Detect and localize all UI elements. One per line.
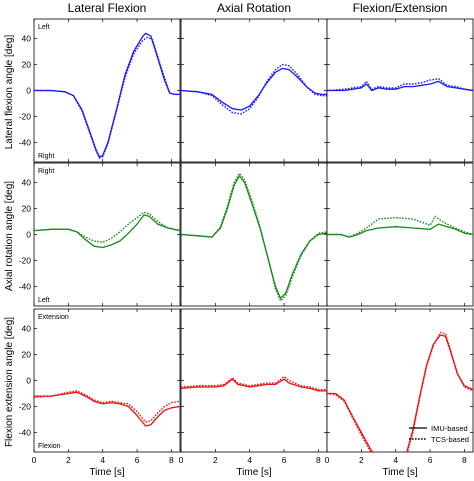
series-imu-line — [327, 80, 473, 92]
panel-frame — [180, 308, 328, 453]
panel-r1-c2 — [180, 18, 328, 163]
y-tick-label: 40 — [22, 34, 32, 44]
y-tick-label: -20 — [19, 402, 32, 412]
row-label-lateral-flexion: Lateral flexion angle [deg] — [4, 35, 15, 150]
x-tick-label: 8 — [316, 455, 321, 465]
x-axis-label-col-3: Time [s] — [382, 467, 417, 478]
x-tick-label: 0 — [325, 455, 330, 465]
row-label-axial-rotation: Axial rotation angle [deg] — [4, 181, 15, 291]
panel-frame — [180, 162, 328, 307]
x-tick-label: 6 — [428, 455, 433, 465]
series-group — [34, 390, 180, 427]
series-tcs-line — [327, 78, 473, 92]
corner-label-bottom: Left — [38, 297, 50, 304]
panel-r3-c1: 0 2 4 6 8 -40 -20 0 20 40 Extension Flexion — [19, 308, 181, 465]
y-tick-label: 0 — [26, 86, 31, 96]
y-tick-label: -40 — [19, 138, 32, 148]
x-tick-label: 8 — [462, 455, 467, 465]
x-tick-label: 0 — [179, 455, 184, 465]
corner-label-top: Left — [38, 24, 50, 31]
y-tick-label: 40 — [22, 324, 32, 334]
y-tick-label: 20 — [22, 350, 32, 360]
series-imu-line — [34, 214, 180, 249]
x-tick-label: 2 — [359, 455, 364, 465]
series-imu-line — [34, 391, 180, 427]
panel-r2-c3 — [326, 162, 474, 307]
x-axis-labels: Time [s] Time [s] Time [s] — [89, 467, 417, 478]
x-tick-label: 4 — [247, 455, 252, 465]
series-group — [181, 63, 327, 115]
row-labels: Lateral flexion angle [deg] Axial rotati… — [4, 35, 15, 448]
x-tick-label: 4 — [393, 455, 398, 465]
panel-r2-c1: -40 -20 0 20 40 Right Left — [19, 162, 181, 307]
series-group — [327, 331, 473, 452]
series-group — [34, 211, 180, 249]
row-label-flexion-extension: Flexion extension angle [deg] — [4, 317, 15, 447]
panel-frame — [33, 162, 181, 307]
series-group — [34, 32, 180, 159]
column-titles: Lateral Flexion Axial Rotation Flexion/E… — [68, 1, 448, 15]
x-tick-label: 6 — [135, 455, 140, 465]
x-tick-label: 0 — [32, 455, 37, 465]
corner-label-top: Extension — [38, 314, 69, 321]
x-tick-label: 6 — [282, 455, 287, 465]
column-title-lateral-flexion: Lateral Flexion — [68, 1, 147, 15]
panel-r1-c3 — [326, 18, 474, 163]
y-tick-label: -20 — [19, 256, 32, 266]
series-tcs-line — [34, 390, 180, 423]
y-tick-label: 0 — [26, 376, 31, 386]
y-tick-label: -40 — [19, 428, 32, 438]
panel-frame — [180, 18, 328, 163]
column-title-flexion-extension: Flexion/Extension — [353, 1, 448, 15]
x-axis-label-col-2: Time [s] — [236, 467, 271, 478]
panel-grid: -40-2002040LeftRight-40-2002040RightLeft… — [19, 18, 474, 465]
corner-label-bottom: Right — [38, 153, 54, 160]
column-title-axial-rotation: Axial Rotation — [217, 1, 291, 15]
legend-label: TCS-based — [431, 435, 469, 444]
panel-frame — [33, 308, 181, 453]
series-group — [181, 375, 327, 392]
panel-r3-c3: 0 2 4 6 8 IMU-based TCS-based — [325, 308, 474, 465]
y-tick-label: 0 — [26, 230, 31, 240]
y-tick-label: 20 — [22, 204, 32, 214]
panel-r1-c1: -40 -20 0 20 40 Left Right — [19, 18, 181, 163]
series-tcs-line — [34, 36, 180, 159]
x-tick-label: 4 — [100, 455, 105, 465]
x-tick-label: 8 — [169, 455, 174, 465]
series-imu-line — [181, 378, 327, 392]
series-group — [327, 78, 473, 92]
panel-frame — [326, 18, 474, 163]
x-axis-label-col-1: Time [s] — [89, 467, 124, 478]
panel-r3-c2: 0 2 4 6 8 — [179, 308, 328, 465]
y-tick-label: -20 — [19, 112, 32, 122]
legend-label: IMU-based — [431, 424, 468, 433]
series-group — [181, 172, 327, 302]
panel-frame — [326, 162, 474, 307]
legend: IMU-based TCS-based — [409, 424, 469, 444]
series-tcs-line — [181, 63, 327, 115]
series-tcs-line — [181, 172, 327, 302]
y-tick-label: -40 — [19, 282, 32, 292]
series-group — [327, 215, 473, 238]
y-tick-label: 20 — [22, 60, 32, 70]
series-tcs-line — [327, 331, 473, 452]
corner-label-bottom: Flexion — [38, 443, 61, 450]
panel-r2-c2 — [180, 162, 328, 307]
x-tick-label: 2 — [213, 455, 218, 465]
corner-label-top: Right — [38, 168, 54, 175]
x-tick-label: 2 — [66, 455, 71, 465]
y-tick-label: 40 — [22, 178, 32, 188]
